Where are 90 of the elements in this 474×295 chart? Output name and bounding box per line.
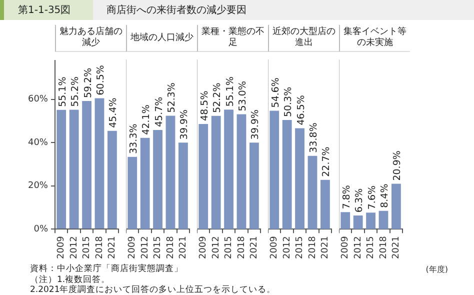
data-label: 6.3% [354,188,366,212]
data-label: 7.8% [341,185,352,210]
bar [249,142,259,230]
data-label: 52.3% [166,82,178,113]
bar [140,138,150,230]
x-tick-label: 2015 [366,236,376,259]
bar [353,215,363,230]
x-tick-label: 2015 [295,236,306,259]
x-tick-label: 2012 [282,236,292,259]
text: 資料：中小企業庁「商店街実態調査」 [30,264,183,274]
x-tick-label: 2009 [128,236,138,259]
y-tick-label: 40% [28,138,48,148]
bar [270,110,280,230]
x-tick-label: 2009 [270,236,280,259]
data-label: 33.8% [308,122,320,153]
chart-title: 業種・業態の不足 [197,25,268,52]
data-label: 50.3% [283,86,294,118]
x-tick-label: 2012 [69,236,80,259]
bar [308,156,318,230]
data-label: 55.1% [224,76,236,107]
bar [166,116,176,230]
bar [56,110,66,229]
bar [378,210,388,230]
y-tick-label: 20% [28,181,48,192]
bar [82,101,92,229]
x-tick-label: 2018 [94,236,105,259]
x-tick-label: 2009 [56,236,67,259]
bar [320,180,330,230]
x-tick-label: 2015 [82,236,92,259]
text: 第1-1-35図 [4,0,93,20]
x-tick-label: 2015 [224,236,234,259]
x-tick-label: 2021 [108,236,118,259]
x-tick-label: 2018 [236,236,247,259]
chart-title: 地域の人口減少 [126,25,197,52]
data-label: 60.5% [95,65,106,96]
x-tick-label: 2021 [178,236,189,259]
x-tick-label: 2021 [320,236,331,259]
data-label: 54.6% [270,78,282,108]
bar [366,212,376,230]
data-label: 45.7% [154,96,165,128]
x-tick-label: 2021 [392,236,402,259]
y-tick-label: 0% [34,224,48,234]
x-tick-label: 2012 [211,236,222,259]
data-label: 53.0% [237,81,248,112]
bar [391,184,401,230]
bar [94,98,104,229]
data-label: 39.9% [179,109,190,140]
data-label: 52.2% [212,82,224,113]
bar [211,116,221,230]
bar [282,120,292,230]
bar [198,124,208,230]
bar [69,110,79,229]
data-label: 33.3% [128,124,140,154]
data-label: 22.7% [321,146,332,177]
bar [153,130,162,230]
bar [340,212,350,230]
x-tick-label: 2018 [308,236,318,259]
bar [128,156,138,230]
chart-title: 集客イベント等の未実施 [339,25,410,52]
x-tick-label: 2018 [166,236,176,259]
data-label: 39.9% [250,109,262,140]
x-tick-label: 2015 [153,236,164,259]
bar [295,128,304,230]
data-label: 55.1% [57,76,68,107]
data-label: 45.4% [108,98,120,128]
data-label: 20.9% [392,150,404,181]
chart-title: 魅力ある店舗の減少 [55,25,126,52]
data-label: 42.1% [141,104,152,135]
y-tick-label: 60% [28,94,48,105]
x-tick-label: 2012 [140,236,150,259]
data-label: 46.5% [296,95,307,126]
bar [178,142,188,230]
x-tick-label: 2012 [353,236,364,259]
bar [236,114,246,230]
x-tick-label: 2009 [340,236,351,259]
data-label: 7.6% [366,185,378,210]
data-label: 8.4% [379,184,390,208]
x-tick-label: 2009 [198,236,209,259]
text: 商店街への来街者数の減少要因 [106,4,247,17]
data-label: 48.5% [199,90,210,121]
chart-title: 近郊の大型店の進出 [268,25,339,52]
x-tick-label: 2018 [378,236,389,259]
text: （注）1.複数回答。 [30,274,112,284]
text: 2.2021年度調査において回答の多い上位五つを示している。 [30,285,277,295]
data-label: 55.2% [70,76,82,107]
bar [107,130,117,229]
bar [224,110,234,230]
x-tick-label: 2021 [250,236,260,259]
data-label: 59.2% [82,68,94,98]
x-axis-title: (年度) [426,264,448,275]
